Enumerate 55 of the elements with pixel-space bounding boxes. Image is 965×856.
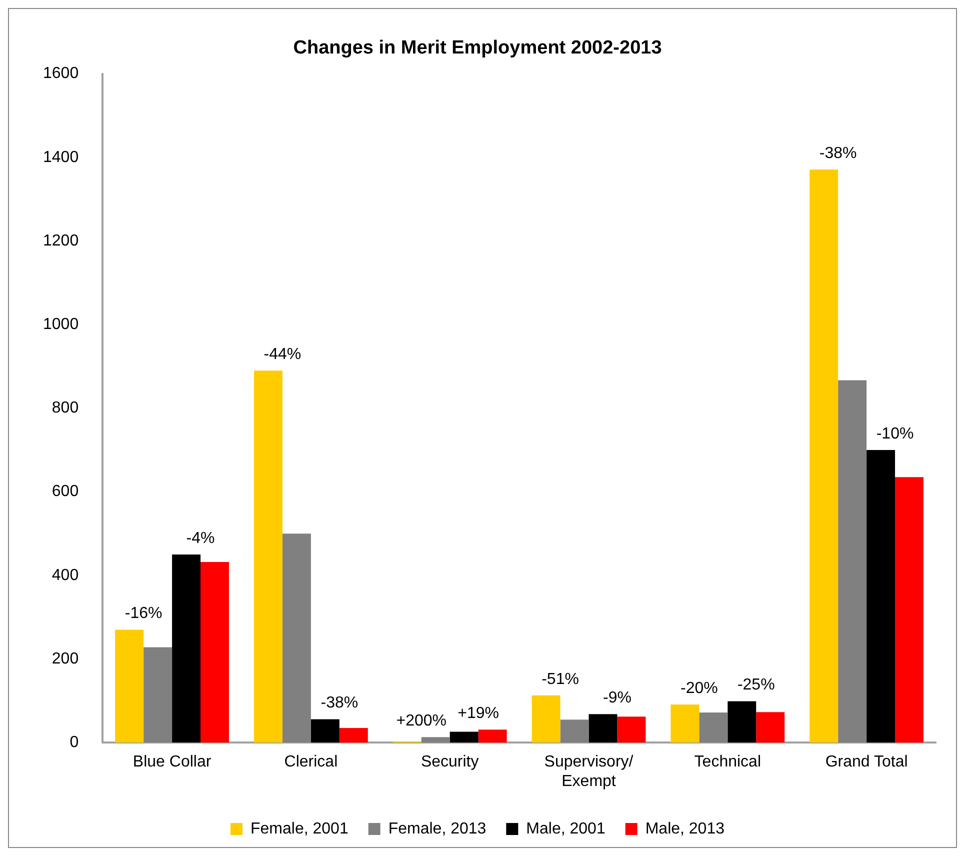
x-tick-label: Security <box>420 754 479 771</box>
x-tick-label: Supervisory/ Exempt <box>544 754 634 790</box>
bar <box>339 728 368 743</box>
bar <box>699 712 728 743</box>
bar <box>617 716 646 743</box>
y-tick-label: 1400 <box>43 148 79 166</box>
bar <box>866 450 896 743</box>
bar <box>478 730 507 743</box>
y-tick-label: 400 <box>52 566 79 584</box>
x-tick-label: Blue Collar <box>132 754 212 771</box>
bar <box>254 370 282 743</box>
bar <box>895 477 924 743</box>
x-tick-label: Technical <box>694 754 761 771</box>
annotation: -9% <box>602 690 632 707</box>
x-tick-label: Grand Total <box>825 754 908 771</box>
bar <box>588 714 618 743</box>
annotation: -4% <box>186 530 215 547</box>
bar <box>282 534 311 743</box>
annotation: +19% <box>458 705 500 722</box>
bar <box>728 701 756 743</box>
annotation: -51% <box>542 670 579 688</box>
annotation: -44% <box>264 346 302 363</box>
bar <box>200 562 229 743</box>
y-tick-label: 800 <box>52 400 79 417</box>
bar <box>450 732 478 743</box>
y-tick-label: 1000 <box>43 316 79 334</box>
annotation: -10% <box>876 425 914 442</box>
y-tick-label: 0 <box>70 734 79 752</box>
annotation: -16% <box>124 605 162 622</box>
bar <box>115 630 144 743</box>
bar <box>756 712 785 743</box>
bar <box>532 695 560 743</box>
y-tick-label: 1200 <box>43 232 79 250</box>
legend-label: Male, 2001 <box>526 820 606 838</box>
bar <box>421 737 450 743</box>
bar <box>810 170 838 743</box>
legend-label: Female, 2013 <box>388 820 486 838</box>
y-tick-label: 600 <box>52 483 79 500</box>
bar <box>172 554 201 743</box>
annotation: -25% <box>737 676 775 694</box>
annotation: -38% <box>320 694 358 712</box>
y-tick-label: 1600 <box>43 65 79 82</box>
y-tick-label: 200 <box>52 650 79 668</box>
chart-title: Changes in Merit Employment 2002-2013 <box>293 38 662 59</box>
x-tick-label: Clerical <box>284 754 338 771</box>
legend-label: Female, 2001 <box>250 820 348 838</box>
annotation: -20% <box>680 680 718 697</box>
annotation: +200% <box>396 712 447 730</box>
annotation: -38% <box>819 144 857 162</box>
bar <box>838 380 867 743</box>
bar <box>670 704 700 743</box>
bar <box>310 719 340 743</box>
legend-label: Male, 2013 <box>645 820 725 838</box>
bar <box>144 647 172 743</box>
bar <box>560 720 589 743</box>
